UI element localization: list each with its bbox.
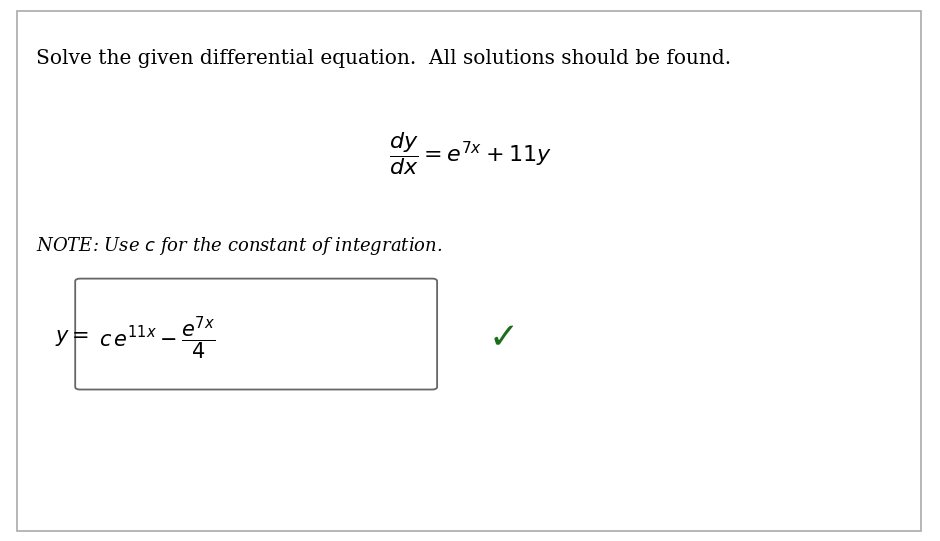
Text: $y =$: $y =$ <box>55 328 89 348</box>
Text: $c\,e^{11x} - \dfrac{e^{7x}}{4}$: $c\,e^{11x} - \dfrac{e^{7x}}{4}$ <box>99 314 215 362</box>
Text: ✓: ✓ <box>489 321 519 355</box>
Text: NOTE: Use $c$ for the constant of integration.: NOTE: Use $c$ for the constant of integr… <box>36 235 442 258</box>
Text: $\dfrac{dy}{dx} = e^{7x} + 11y$: $\dfrac{dy}{dx} = e^{7x} + 11y$ <box>388 130 552 177</box>
FancyBboxPatch shape <box>17 11 921 531</box>
Text: Solve the given differential equation.  All solutions should be found.: Solve the given differential equation. A… <box>36 49 730 68</box>
FancyBboxPatch shape <box>75 279 437 390</box>
